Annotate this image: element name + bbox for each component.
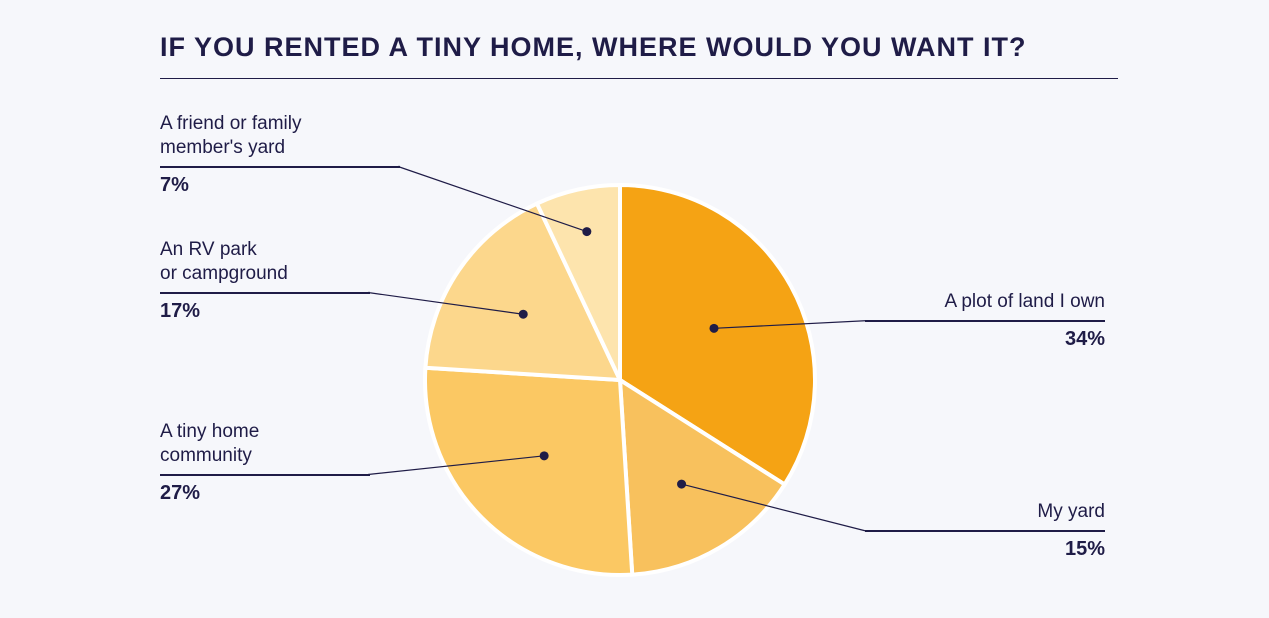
pie-label-rule xyxy=(865,530,1105,532)
pie-label-pct: 17% xyxy=(160,300,370,323)
chart-stage: IF YOU RENTED A TINY HOME, WHERE WOULD Y… xyxy=(0,0,1269,618)
pie-label-name: A tiny homecommunity xyxy=(160,420,370,468)
pie-label-community: A tiny homecommunity 27% xyxy=(160,420,370,505)
pie-label-rule xyxy=(865,320,1105,322)
pie-label-pct: 15% xyxy=(865,538,1105,561)
pie-label-pct: 27% xyxy=(160,482,370,505)
pie-label-name: A friend or familymember's yard xyxy=(160,112,400,160)
pie-label-pct: 7% xyxy=(160,174,400,197)
pie-label-name: My yard xyxy=(865,500,1105,524)
pie-label-name: A plot of land I own xyxy=(865,290,1105,314)
pie-label-myyard: My yard 15% xyxy=(865,500,1105,561)
pie-label-friend: A friend or familymember's yard 7% xyxy=(160,112,400,197)
pie-label-pct: 34% xyxy=(865,328,1105,351)
pie-label-name: An RV parkor campground xyxy=(160,238,370,286)
pie-label-rvpark: An RV parkor campground 17% xyxy=(160,238,370,323)
pie-label-rule xyxy=(160,292,370,294)
pie-label-rule xyxy=(160,166,400,168)
pie-slice-community xyxy=(425,368,632,575)
pie-label-rule xyxy=(160,474,370,476)
pie-label-plot: A plot of land I own 34% xyxy=(865,290,1105,351)
